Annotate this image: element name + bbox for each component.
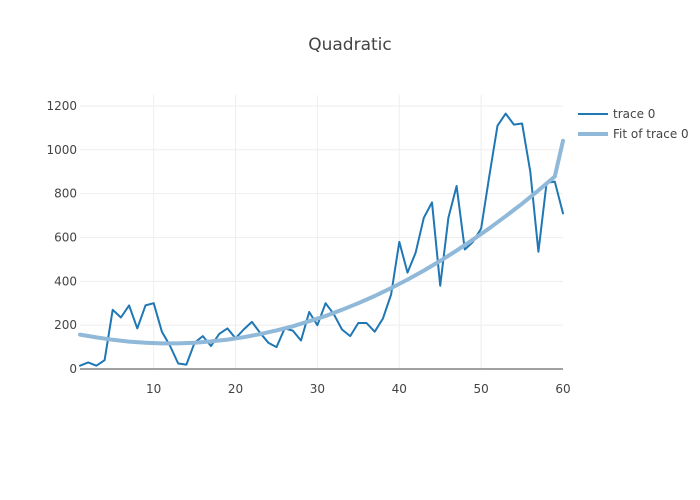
x-tick-label: 50 [473,382,488,396]
y-tick-label: 600 [54,230,77,244]
legend[interactable]: trace 0 Fit of trace 0 [578,107,689,141]
y-tick-label: 200 [54,318,77,332]
series-group [78,112,565,367]
y-tick-label: 0 [69,362,77,376]
grid [80,95,563,369]
legend-label: trace 0 [613,107,655,121]
x-tick-label: 30 [310,382,325,396]
y-tick-label: 1200 [46,99,77,113]
x-tick-label: 40 [392,382,407,396]
x-tick-label: 10 [146,382,161,396]
fit-line[interactable] [78,138,565,346]
axes: 0 200 400 600 800 1000 1200 10 20 30 40 50 60 [46,99,570,396]
y-tick-label: 1000 [46,143,77,157]
chart-title: Quadratic [308,35,392,55]
y-tick-label: 800 [54,187,77,201]
legend-label: Fit of trace 0 [613,127,689,141]
x-tick-label: 20 [228,382,243,396]
y-tick-label: 400 [54,274,77,288]
trace-line[interactable] [79,112,564,367]
legend-item[interactable]: Fit of trace 0 [578,127,689,141]
legend-item[interactable]: trace 0 [578,107,655,121]
x-tick-label: 60 [555,382,570,396]
